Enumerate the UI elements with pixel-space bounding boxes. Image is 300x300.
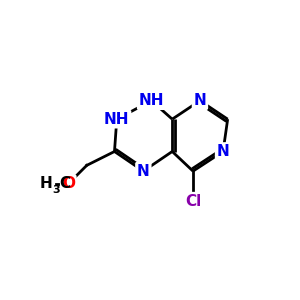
Text: 3: 3 (52, 185, 60, 195)
Text: NH: NH (104, 112, 130, 127)
Text: N: N (217, 144, 230, 159)
Text: O: O (62, 176, 75, 191)
Text: C: C (59, 176, 70, 191)
Text: NH: NH (139, 93, 164, 108)
Text: N: N (194, 93, 206, 108)
Text: Cl: Cl (185, 194, 201, 209)
Text: H: H (39, 176, 52, 191)
Text: N: N (137, 164, 150, 178)
